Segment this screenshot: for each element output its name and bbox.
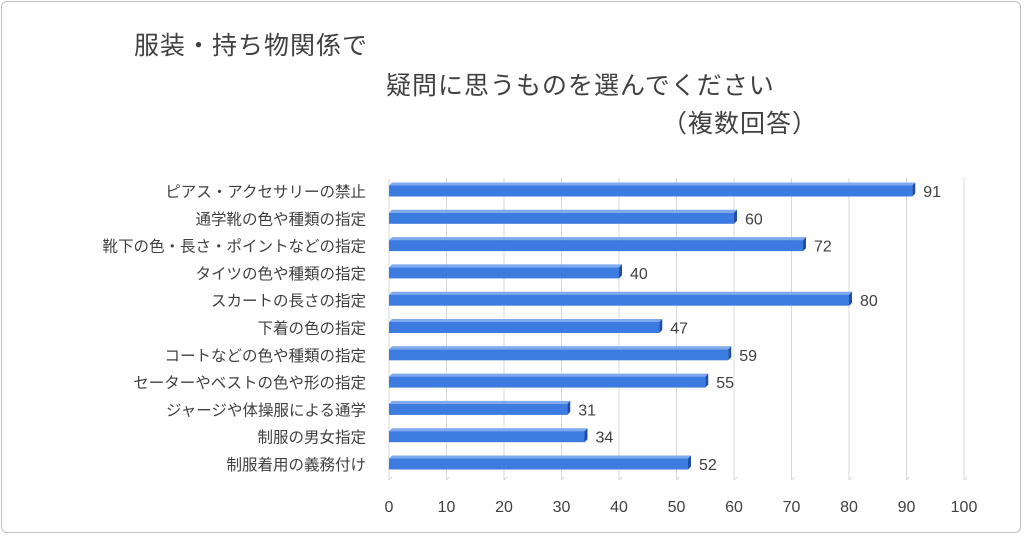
- bar-top-face: [389, 291, 852, 295]
- data-label: 31: [578, 402, 596, 419]
- bar-side-face: [584, 428, 588, 443]
- category-label: 制服の男女指定: [257, 428, 366, 447]
- x-tick-label: 50: [668, 499, 686, 516]
- bar-top-face: [389, 264, 622, 268]
- data-label: 59: [739, 348, 757, 365]
- data-label: 91: [923, 184, 941, 201]
- bar: [389, 182, 916, 197]
- bar-front-face: [389, 349, 729, 361]
- x-axis-tick-labels: 0 10 20 30 40 50 60 70 80 90 100: [385, 499, 978, 516]
- category-label: スカートの長さの指定: [211, 292, 366, 310]
- bar-top-face: [389, 319, 663, 322]
- bar-side-face: [619, 264, 622, 279]
- x-tick-label: 40: [610, 499, 628, 516]
- gridline-depth: [791, 476, 795, 481]
- bar-side-face: [688, 455, 691, 470]
- gridline-depth: [963, 476, 968, 481]
- x-tick-label: 30: [553, 499, 571, 516]
- bar: [389, 291, 852, 306]
- bar: [389, 373, 709, 388]
- data-label: 52: [699, 457, 717, 474]
- bar: [389, 455, 691, 470]
- bar-top-face: [389, 237, 806, 241]
- x-tick-label: 0: [385, 499, 394, 516]
- x-tick-label: 20: [495, 499, 513, 516]
- category-label: 下着の色の指定: [257, 320, 366, 338]
- gridline-depth: [446, 476, 450, 481]
- bar: [389, 346, 732, 361]
- category-labels: ピアス・アクセサリーの禁止通学靴の色や種類の指定靴下の色・長さ・ポイントなどの指…: [102, 183, 366, 474]
- data-label: 34: [596, 430, 614, 447]
- x-tick-label: 90: [898, 499, 916, 516]
- data-label: 80: [860, 293, 878, 310]
- bar-front-face: [389, 458, 688, 470]
- chart-title-line-1: 服装・持ち物関係で: [134, 31, 369, 60]
- gridline-depth: [618, 476, 623, 481]
- bar-side-face: [705, 373, 709, 388]
- bar-front-face: [389, 267, 619, 279]
- gridline-depth: [561, 476, 565, 481]
- x-tick-label: 10: [438, 499, 456, 516]
- category-label: セーターやベストの色や形の指定: [133, 374, 366, 392]
- data-label: 40: [630, 266, 648, 283]
- bar-side-face: [567, 400, 571, 415]
- gridline-depth: [388, 476, 393, 481]
- x-tick-label: 80: [840, 499, 858, 516]
- gridline-depth: [906, 476, 910, 481]
- bar-front-face: [389, 322, 660, 333]
- bar-top-face: [389, 455, 691, 459]
- category-label: ジャージや体操服による通学: [166, 401, 366, 419]
- bar-front-face: [389, 212, 734, 224]
- bar: [389, 264, 622, 279]
- bar-top-face: [389, 346, 732, 350]
- bar-top-face: [389, 182, 916, 186]
- category-label: タイツの色や種類の指定: [195, 265, 366, 283]
- bar-front-face: [389, 240, 803, 252]
- data-label: 72: [814, 239, 832, 256]
- gridline-depth: [676, 476, 680, 481]
- bar-front-face: [389, 403, 568, 415]
- chart-title-line-3: （複数回答）: [662, 109, 819, 138]
- category-label: 靴下の色・長さ・ポイントなどの指定: [102, 238, 366, 256]
- data-label: 60: [745, 211, 763, 228]
- bar: [389, 400, 571, 415]
- bar-side-face: [728, 346, 732, 361]
- chart-title-line-2: 疑問に思うものを選んでください: [386, 71, 775, 100]
- bars: [389, 182, 916, 470]
- category-label: コートなどの色や種類の指定: [164, 347, 366, 365]
- bar-top-face: [389, 373, 709, 377]
- bar: [389, 428, 588, 443]
- bar-front-face: [389, 431, 585, 443]
- data-label: 55: [716, 375, 734, 392]
- category-label: 通学靴の色や種類の指定: [195, 210, 366, 228]
- bar: [389, 319, 663, 333]
- bar-front-face: [389, 185, 913, 197]
- x-tick-label: 100: [951, 499, 978, 516]
- data-label: 47: [670, 321, 688, 338]
- bar-side-face: [734, 209, 737, 224]
- bar: [389, 209, 737, 224]
- gridline-depth: [503, 476, 508, 481]
- gridline-depth: [848, 476, 853, 481]
- bar-front-face: [389, 294, 849, 306]
- gridline-depth: [733, 476, 738, 481]
- bar-top-face: [389, 209, 737, 213]
- x-tick-label: 60: [725, 499, 743, 516]
- bar-side-face: [849, 291, 852, 306]
- bar-side-face: [912, 182, 916, 197]
- x-tick-label: 70: [783, 499, 801, 516]
- bar-top-face: [389, 400, 571, 404]
- bar-front-face: [389, 376, 706, 388]
- bar-top-face: [389, 428, 588, 432]
- category-label: 制服着用の義務付け: [226, 456, 366, 474]
- bar-side-face: [659, 319, 663, 333]
- category-label: ピアス・アクセサリーの禁止: [165, 183, 366, 201]
- bar-side-face: [803, 237, 806, 252]
- bar: [389, 237, 806, 252]
